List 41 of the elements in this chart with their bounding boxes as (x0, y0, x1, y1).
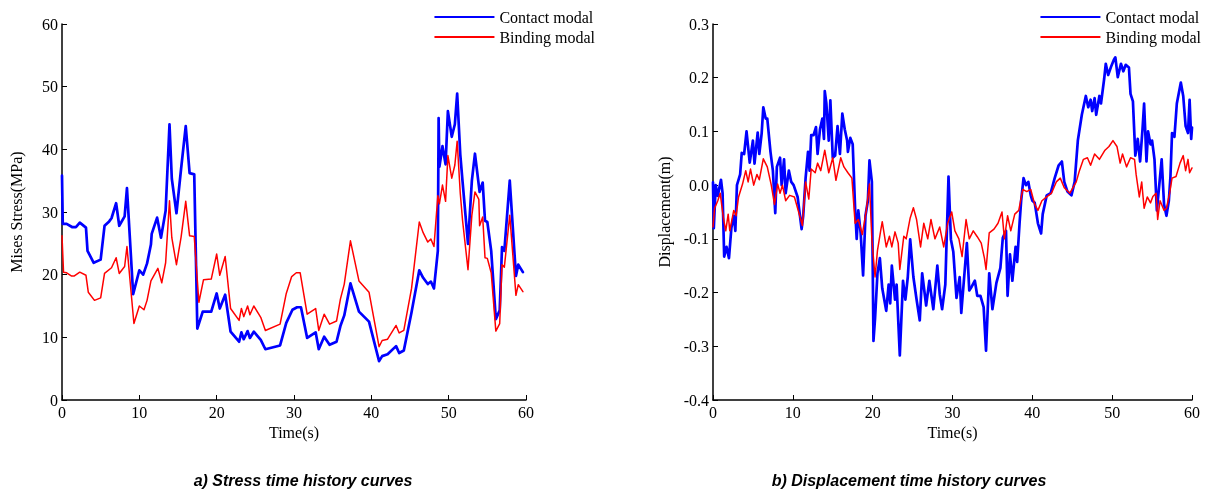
y-tick-label: 0.2 (688, 69, 709, 87)
text: a) Stress time history curves (193, 471, 413, 489)
y-tick-label: -0.2 (683, 284, 709, 302)
y-tick-label: 40 (42, 140, 58, 158)
line-series (711, 55, 1193, 357)
y-tick-label: 30 (42, 203, 58, 221)
y-tick-label: 20 (42, 266, 58, 284)
y-tick-label: 10 (42, 328, 58, 346)
x-tick-label: 30 (944, 403, 960, 421)
y-axis-title: Mises Stress(MPa) (7, 151, 26, 273)
y-tick-label: 60 (42, 15, 58, 33)
legend-label: Binding modal (499, 28, 596, 47)
x-tick-label: 20 (208, 403, 225, 421)
y-tick-label: 0.3 (688, 15, 709, 33)
x-tick-label: 50 (440, 403, 457, 421)
line-series (711, 139, 1193, 278)
legend-label: Contact modal (1104, 8, 1200, 26)
x-tick-label: 40 (363, 403, 380, 421)
x-tick-label: 60 (1183, 403, 1200, 421)
legend-label: Binding modal (1104, 28, 1202, 47)
x-tick-label: 10 (784, 403, 801, 421)
y-tick-label: 0 (50, 391, 58, 409)
x-tick-label: 20 (864, 403, 881, 421)
x-axis-title: Time(s) (268, 424, 320, 443)
y-tick-label: -0.1 (683, 230, 709, 248)
y-tick-label: -0.4 (683, 391, 709, 409)
y-axis-title: Displacement(m) (655, 156, 674, 268)
x-tick-label: 50 (1103, 403, 1120, 421)
x-tick-label: 10 (131, 403, 148, 421)
line-series (61, 140, 524, 348)
y-tick-label: -0.3 (683, 337, 709, 355)
x-tick-label: 30 (286, 403, 302, 421)
line-series (60, 92, 525, 363)
y-tick-label: 50 (42, 78, 58, 96)
legend-label: Contact modal (499, 8, 594, 26)
x-tick-label: 40 (1023, 403, 1040, 421)
text: b) Displacement time history curves (771, 471, 1046, 489)
y-tick-label: 0.0 (688, 176, 709, 194)
y-tick-label: 0.1 (688, 122, 709, 140)
x-axis-title: Time(s) (926, 424, 978, 443)
x-tick-label: 60 (518, 403, 534, 421)
